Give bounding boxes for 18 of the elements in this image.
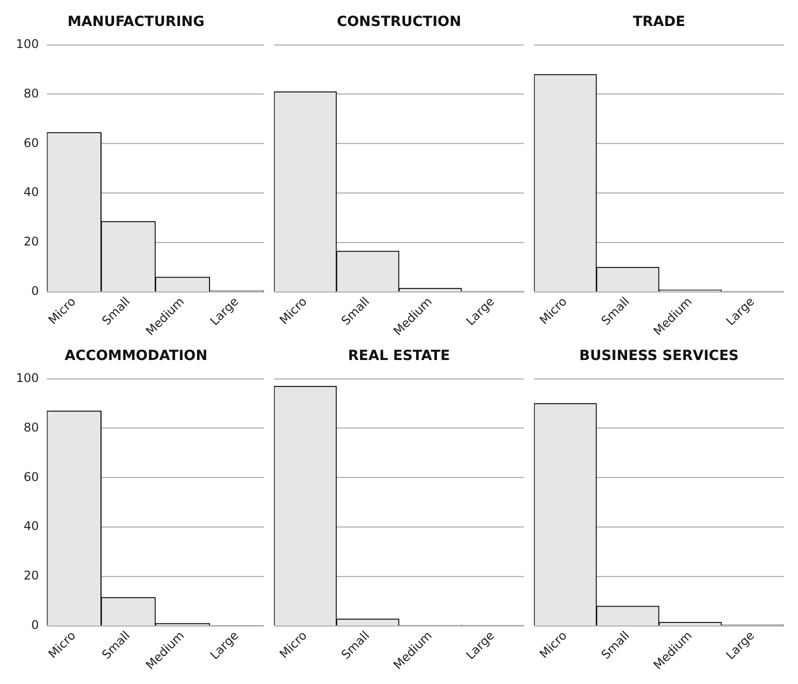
- chart-title: ACCOMMODATION: [64, 348, 208, 364]
- y-tick-label: 60: [24, 470, 39, 484]
- y-tick-label: 20: [24, 568, 39, 583]
- y-tick-label: 100: [16, 36, 39, 51]
- y-tick-label: 60: [24, 136, 39, 150]
- chart-title: BUSINESS SERVICES: [579, 348, 739, 364]
- chart-title: TRADE: [632, 14, 686, 30]
- y-tick-label: 40: [24, 185, 39, 200]
- y-tick-label: 80: [24, 420, 39, 434]
- y-tick-label: 100: [16, 370, 39, 385]
- y-tick-label: 40: [24, 519, 39, 534]
- y-tick-label: 0: [31, 618, 39, 632]
- y-tick-label: 0: [31, 284, 39, 298]
- chart-title: REAL ESTATE: [348, 348, 450, 364]
- y-tick-label: 80: [24, 86, 39, 100]
- chart-title: CONSTRUCTION: [336, 14, 462, 30]
- y-tick-label: 20: [24, 234, 39, 249]
- chart-title: MANUFACTURING: [67, 14, 205, 30]
